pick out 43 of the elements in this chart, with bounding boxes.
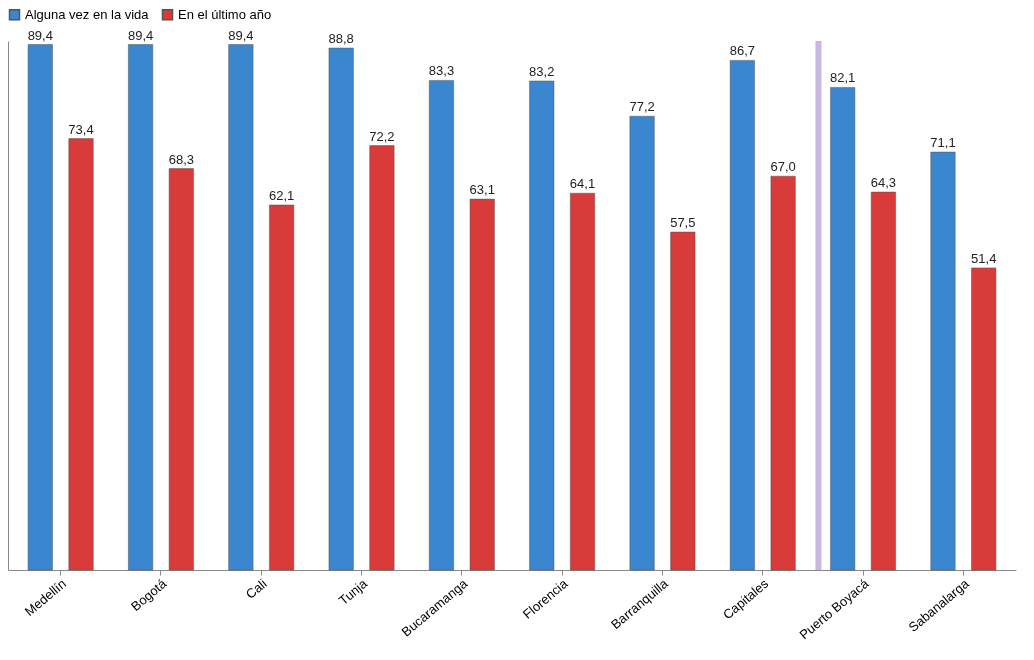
- bar: [68, 138, 94, 571]
- data-label: 73,4: [68, 121, 94, 137]
- bar: [930, 151, 956, 571]
- bar: [429, 80, 454, 571]
- bar: [228, 44, 254, 571]
- bar: [469, 198, 495, 571]
- data-label: 62,1: [268, 187, 295, 203]
- legend-label: Alguna vez en la vida: [25, 6, 150, 22]
- data-label: 64,1: [569, 176, 596, 192]
- data-label: 71,1: [930, 135, 956, 151]
- data-label: 64,3: [870, 175, 897, 191]
- data-label: 57,5: [670, 215, 696, 231]
- data-label: 82,1: [830, 70, 856, 86]
- data-label: 83,3: [428, 63, 455, 79]
- data-label: 89,4: [127, 27, 154, 43]
- bar: [269, 204, 295, 571]
- data-label: 86,7: [729, 43, 756, 59]
- bar: [870, 191, 896, 571]
- bar: [971, 267, 997, 571]
- bar: [168, 168, 194, 571]
- bar: [128, 44, 154, 571]
- data-label: 88,8: [328, 31, 354, 47]
- data-label: 67,0: [770, 159, 796, 175]
- data-label: 77,2: [629, 99, 655, 115]
- bar: [570, 192, 595, 571]
- legend-label: En el último año: [178, 6, 272, 22]
- bar: [328, 47, 354, 571]
- data-label: 72,2: [369, 128, 395, 144]
- bar: [629, 115, 655, 571]
- bar: [27, 44, 53, 571]
- bar: [830, 87, 856, 571]
- bar: [770, 175, 796, 571]
- x-tick-label: Cali: [242, 575, 270, 602]
- bar: [729, 60, 755, 571]
- bar: [529, 80, 555, 571]
- data-label: 89,4: [228, 27, 254, 43]
- bar: [369, 145, 395, 571]
- data-label: 83,2: [529, 63, 555, 79]
- data-label: 89,4: [27, 27, 53, 43]
- data-label: 63,1: [469, 182, 495, 198]
- data-label: 51,4: [971, 250, 997, 266]
- bar: [670, 231, 696, 571]
- data-label: 68,3: [168, 151, 194, 167]
